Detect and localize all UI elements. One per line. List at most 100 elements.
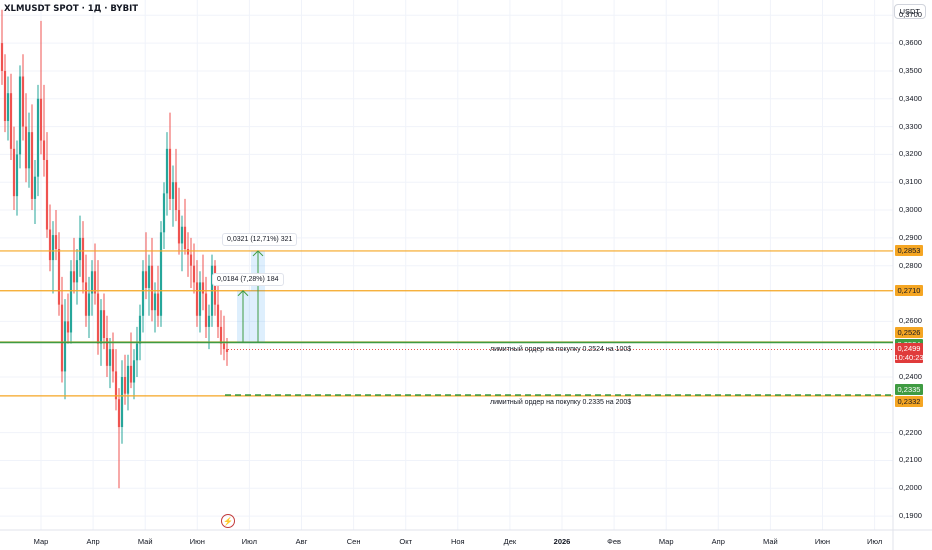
x-tick-label: Июл [241, 537, 258, 546]
measure-arrowhead [237, 290, 249, 297]
candle-body [123, 376, 127, 394]
candle-body [150, 265, 154, 311]
candle-body [117, 399, 121, 428]
candle-body [75, 260, 79, 283]
y-tick-label: 0,1900 [899, 511, 922, 521]
currency-button[interactable]: USDT [893, 4, 926, 19]
x-tick-label: Окт [399, 537, 413, 546]
x-tick-label: Дек [503, 537, 517, 546]
price-tag: 0,2853 [895, 245, 923, 257]
measure-label[interactable]: 0,0184 (7,28%) 184 [212, 272, 284, 286]
candle-body [36, 98, 40, 177]
symbol-title[interactable]: XLMUSDT SPOT · 1Д · BYBIT [4, 4, 139, 14]
x-tick-label: Май [763, 537, 778, 546]
x-tick-label: Июл [866, 537, 883, 546]
x-tick-label: Апр [711, 537, 725, 546]
candle-body [57, 249, 61, 305]
y-tick-label: 0,3600 [899, 38, 922, 48]
candle-body [15, 154, 19, 197]
order-annotation: лимитный ордер на покупку 0.2524 на 100$ [490, 346, 632, 354]
candle-body [147, 265, 151, 288]
candle-body [192, 265, 196, 283]
candle-body [78, 237, 82, 261]
x-tick-label: Апр [86, 537, 100, 546]
candle-body [159, 232, 163, 316]
candle-body [204, 293, 208, 327]
candle-body [3, 70, 7, 122]
candle-body [48, 229, 52, 261]
candle-body [24, 126, 28, 169]
x-tick-label: Авг [295, 537, 308, 546]
y-tick-label: 0,3200 [899, 149, 922, 159]
candle-body [174, 182, 178, 211]
candle-body [153, 293, 157, 311]
x-tick-label: Ноя [450, 537, 465, 546]
x-tick-label: Фев [607, 537, 622, 546]
y-tick-label: 0,3500 [899, 65, 922, 75]
candle-body [129, 365, 133, 383]
x-tick-label: Июн [189, 537, 205, 546]
x-tick-label: Мар [33, 537, 49, 546]
candle-body [171, 182, 175, 199]
candle-body [0, 43, 4, 71]
candle-body [27, 132, 31, 169]
order-annotation: лимитный ордер на покупку 0.2335 на 200$ [490, 399, 632, 407]
candle-body [111, 349, 115, 372]
price-tag: 0,2332 [895, 396, 923, 408]
candle-body [201, 282, 205, 294]
candle-body [69, 271, 73, 333]
candle-body [6, 93, 10, 122]
candle-body [207, 315, 211, 327]
candle-body [225, 349, 229, 352]
candle-body [42, 140, 46, 160]
candle-body [39, 98, 43, 141]
y-tick-label: 0,2000 [899, 483, 922, 493]
y-tick-label: 0,2100 [899, 455, 922, 465]
candle-body [96, 293, 100, 344]
y-tick-label: 0,2600 [899, 316, 922, 326]
candle-body [135, 343, 139, 361]
candle-body [72, 271, 76, 283]
measure-range [237, 290, 251, 343]
candle-body [18, 76, 22, 155]
price-tag: 0,2335 [895, 383, 923, 395]
last-price-tag: 0,2499 10:40:23 [894, 343, 924, 364]
candle-body [66, 321, 70, 333]
candle-body [81, 237, 85, 283]
candle-body [162, 193, 166, 233]
candle-body [87, 293, 91, 316]
candle-body [216, 304, 220, 327]
candle-body [30, 132, 34, 199]
measure-label[interactable]: 0,0321 (12,71%) 321 [222, 232, 298, 246]
y-tick-label: 0,3300 [899, 121, 922, 131]
y-tick-label: 0,2200 [899, 427, 922, 437]
candle-body [183, 226, 187, 250]
candle-body [177, 210, 181, 244]
measure-arrowhead [252, 250, 264, 257]
y-tick-label: 0,2900 [899, 232, 922, 242]
candle-body [219, 326, 223, 344]
candle-body [63, 321, 67, 372]
candle-body [222, 343, 226, 350]
candle-body [99, 310, 103, 344]
x-tick-label: Сен [346, 537, 361, 546]
candle-body [189, 254, 193, 266]
candle-body [84, 282, 88, 316]
y-tick-label: 0,3100 [899, 177, 922, 187]
candle-body [132, 360, 136, 383]
candle-body [165, 148, 169, 194]
candle-body [168, 148, 172, 199]
candle-body [9, 93, 13, 149]
candle-body [93, 271, 97, 294]
lightning-icon[interactable]: ⚡ [221, 514, 235, 528]
candle-body [198, 282, 202, 316]
candle-body [156, 293, 160, 316]
candle-body [102, 310, 106, 339]
candle-body [144, 271, 148, 288]
x-tick-label: Май [137, 537, 153, 546]
price-tag: 0,2526 [895, 327, 923, 339]
candle-body [120, 376, 124, 428]
y-tick-label: 0,3400 [899, 93, 922, 103]
last-price-value: 0,2499 [897, 344, 921, 354]
